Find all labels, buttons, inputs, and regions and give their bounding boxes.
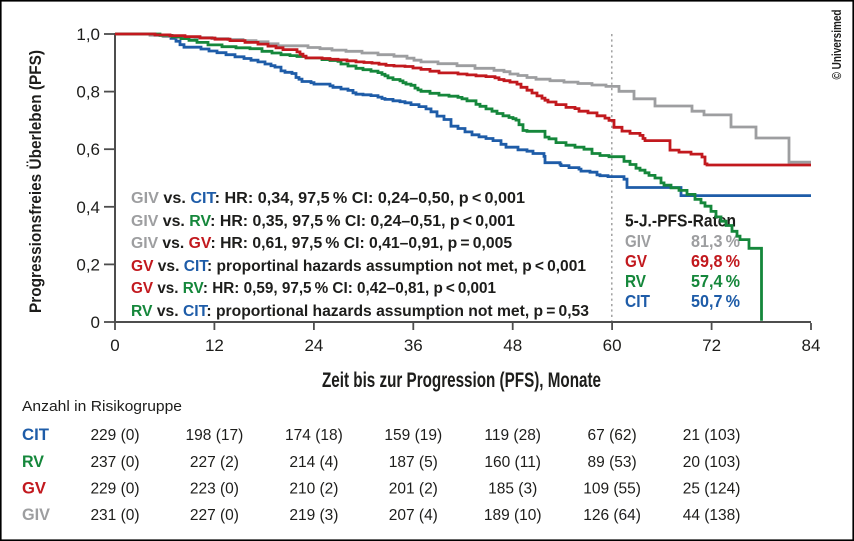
- svg-text:219 (3): 219 (3): [289, 507, 338, 524]
- svg-text:81,3 %: 81,3 %: [691, 231, 740, 251]
- svg-text:36: 36: [404, 336, 423, 355]
- svg-text:67 (62): 67 (62): [588, 427, 637, 444]
- svg-text:201 (2): 201 (2): [389, 481, 438, 498]
- svg-text:214 (4): 214 (4): [289, 454, 338, 471]
- svg-text:189 (10): 189 (10): [484, 507, 542, 524]
- svg-text:5-J.-PFS-Raten: 5-J.-PFS-Raten: [625, 211, 736, 231]
- svg-text:0: 0: [110, 336, 119, 355]
- svg-text:44 (138): 44 (138): [683, 507, 741, 524]
- svg-text:12: 12: [205, 336, 224, 355]
- svg-text:0,8: 0,8: [76, 83, 100, 102]
- svg-text:48: 48: [503, 336, 522, 355]
- svg-text:89 (53): 89 (53): [588, 454, 637, 471]
- svg-text:Progressionsfreies Überleben (: Progressionsfreies Überleben (PFS): [26, 50, 45, 313]
- svg-text:69,8 %: 69,8 %: [691, 251, 740, 271]
- svg-text:1,0: 1,0: [76, 25, 100, 44]
- svg-text:GV: GV: [22, 480, 46, 498]
- svg-text:Zeit bis zur Progression (PFS): Zeit bis zur Progression (PFS), Monate: [322, 369, 601, 392]
- svg-text:0: 0: [91, 313, 100, 332]
- svg-text:© Universimed: © Universimed: [830, 10, 844, 80]
- svg-text:60: 60: [603, 336, 622, 355]
- svg-text:229 (0): 229 (0): [90, 427, 139, 444]
- svg-text:119 (28): 119 (28): [484, 427, 541, 444]
- svg-text:187 (5): 187 (5): [389, 454, 438, 471]
- svg-text:CIT: CIT: [22, 426, 49, 444]
- svg-text:84: 84: [802, 336, 821, 355]
- svg-text:Anzahl in Risikogruppe: Anzahl in Risikogruppe: [22, 398, 182, 415]
- svg-text:229 (0): 229 (0): [90, 481, 139, 498]
- svg-text:RV: RV: [625, 271, 646, 291]
- svg-text:57,4 %: 57,4 %: [691, 271, 740, 291]
- svg-text:207 (4): 207 (4): [389, 507, 438, 524]
- svg-text:159 (19): 159 (19): [384, 427, 442, 444]
- svg-text:237 (0): 237 (0): [90, 454, 139, 471]
- svg-text:227 (0): 227 (0): [190, 507, 239, 524]
- svg-text:25 (124): 25 (124): [683, 481, 741, 498]
- svg-text:223 (0): 223 (0): [190, 481, 239, 498]
- svg-text:231 (0): 231 (0): [90, 507, 139, 524]
- svg-text:0,6: 0,6: [76, 140, 100, 159]
- svg-text:109 (55): 109 (55): [583, 481, 641, 498]
- svg-text:72: 72: [702, 336, 721, 355]
- svg-text:198 (17): 198 (17): [186, 427, 244, 444]
- svg-text:126 (64): 126 (64): [583, 507, 641, 524]
- svg-text:24: 24: [304, 336, 323, 355]
- svg-text:160 (11): 160 (11): [484, 454, 541, 471]
- svg-text:174 (18): 174 (18): [285, 427, 343, 444]
- svg-text:0,4: 0,4: [76, 198, 100, 217]
- svg-text:GIV: GIV: [22, 506, 50, 524]
- svg-text:RV: RV: [22, 453, 44, 471]
- svg-text:210 (2): 210 (2): [289, 481, 338, 498]
- svg-text:CIT: CIT: [625, 291, 650, 311]
- svg-text:227 (2): 227 (2): [190, 454, 239, 471]
- svg-text:GV: GV: [625, 251, 647, 271]
- svg-text:0,2: 0,2: [76, 255, 100, 274]
- svg-text:50,7 %: 50,7 %: [691, 291, 740, 311]
- svg-text:GIV: GIV: [625, 231, 651, 251]
- svg-text:21 (103): 21 (103): [683, 427, 741, 444]
- svg-text:185 (3): 185 (3): [488, 481, 537, 498]
- svg-text:20 (103): 20 (103): [683, 454, 741, 471]
